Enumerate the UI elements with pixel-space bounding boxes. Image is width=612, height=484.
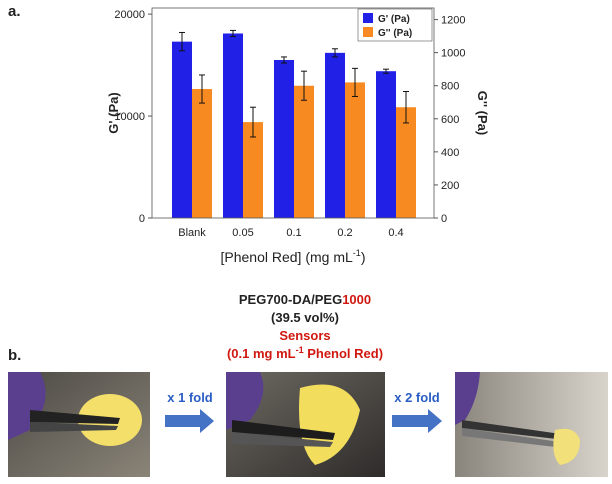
- photo: [8, 372, 150, 477]
- caption-part: (39.5 vol%): [271, 310, 339, 325]
- error-bar: [179, 31, 185, 52]
- caption-line: (0.1 mg mL-1 Phenol Red): [227, 345, 383, 361]
- x-axis-label-part: ): [361, 249, 366, 265]
- photo: [455, 372, 608, 477]
- caption-line: (39.5 vol%): [271, 310, 339, 325]
- caption-part: -1: [296, 345, 304, 355]
- bar: [294, 85, 314, 218]
- y-tick-label: 20000: [114, 9, 145, 21]
- legend: G' (Pa) G'' (Pa): [357, 8, 433, 42]
- caption-part: (0.1 mg mL: [227, 346, 296, 361]
- panel-label: b.: [8, 347, 21, 364]
- y2-tick-label: 400: [441, 147, 459, 159]
- bar: [376, 71, 396, 218]
- photo: [226, 372, 385, 477]
- bar: [172, 41, 192, 218]
- y-tick-label: 0: [139, 213, 145, 225]
- error-bar: [230, 29, 236, 38]
- y2-tick-label: 200: [441, 180, 459, 192]
- legend-label: G' (Pa): [378, 14, 410, 25]
- x-tick-label: 0.2: [337, 227, 352, 239]
- error-bar: [250, 106, 256, 138]
- caption: PEG700-DA/PEG1000 (39.5 vol%) Sensors (0…: [227, 292, 383, 361]
- error-bar: [281, 56, 287, 64]
- error-bar: [332, 48, 338, 58]
- y2-tick-label: 600: [441, 114, 459, 126]
- y-tick-label: 10000: [114, 111, 145, 123]
- error-bar: [352, 67, 358, 97]
- step-label: x 1 fold: [167, 390, 213, 405]
- step-label: x 2 fold: [394, 390, 440, 405]
- chart: 0 10000 20000 0 200 400 600 800 1000 1200 Blank 0.0…: [106, 7, 490, 265]
- error-bar: [301, 70, 307, 101]
- bar: [325, 52, 345, 218]
- x-tick-label: 0.05: [232, 227, 253, 239]
- y2-axis-label: G'' (Pa): [475, 91, 490, 135]
- plot-frame: [151, 7, 435, 219]
- caption-part: PEG700-DA/PEG: [239, 292, 342, 307]
- x-tick-label: 0.4: [388, 227, 403, 239]
- arrow: [392, 409, 442, 433]
- panel-label: a.: [8, 3, 21, 20]
- bar: [396, 107, 416, 218]
- x-axis-label-part: [Phenol Red] (mg mL: [221, 249, 353, 265]
- caption-part: 1000: [342, 292, 371, 307]
- caption-line: Sensors: [279, 328, 330, 343]
- x-axis-label-part: -1: [353, 248, 361, 258]
- legend-label: G'' (Pa): [378, 28, 412, 39]
- x-axis-label: [Phenol Red] (mg mL-1): [221, 248, 366, 265]
- y2-tick-label: 1000: [441, 48, 465, 60]
- y-axis-label: G' (Pa): [106, 92, 121, 133]
- arrow: [165, 409, 214, 433]
- legend-swatch: [363, 13, 373, 23]
- legend-swatch: [363, 27, 373, 37]
- bar: [192, 89, 212, 218]
- caption-line: PEG700-DA/PEG1000: [239, 292, 371, 307]
- caption-part: Sensors: [279, 328, 330, 343]
- bar: [345, 82, 365, 218]
- bar: [243, 122, 263, 218]
- caption-part: Phenol Red): [304, 346, 383, 361]
- error-bar: [383, 68, 389, 74]
- x-tick-label: 0.1: [286, 227, 301, 239]
- error-bar: [403, 91, 409, 124]
- y2-tick-label: 0: [441, 213, 447, 225]
- bar: [223, 33, 243, 218]
- y2-tick-label: 800: [441, 81, 459, 93]
- error-bar: [199, 74, 205, 104]
- x-tick-label: Blank: [178, 227, 206, 239]
- bar: [274, 59, 294, 218]
- y2-tick-label: 1200: [441, 15, 465, 27]
